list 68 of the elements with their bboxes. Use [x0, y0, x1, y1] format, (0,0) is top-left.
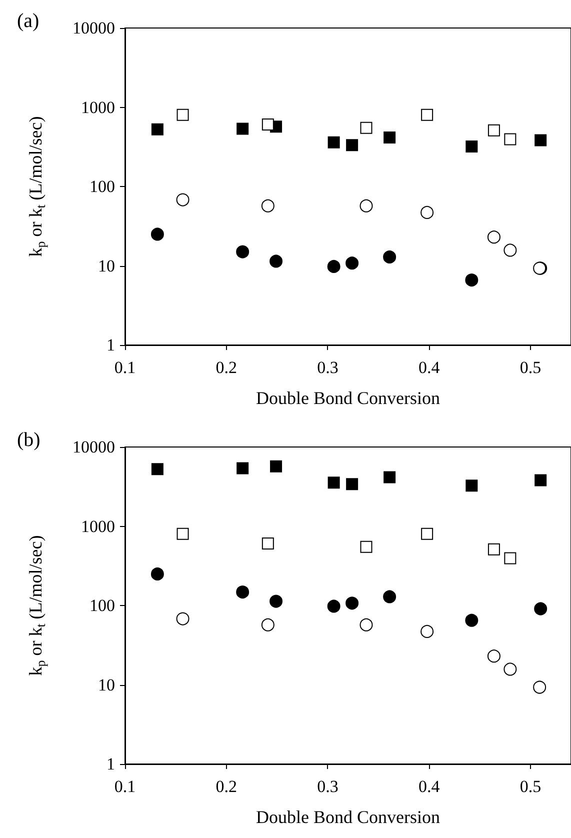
point — [488, 543, 500, 556]
y-tick-label: 1000 — [81, 98, 115, 117]
point — [176, 528, 189, 540]
point — [504, 133, 516, 146]
point — [236, 586, 250, 599]
point — [151, 123, 164, 136]
point — [236, 462, 249, 474]
chart-title: (b) — [17, 429, 40, 451]
point — [360, 540, 372, 553]
point — [270, 254, 283, 268]
x-tick-label: 0.4 — [418, 358, 440, 377]
point — [236, 245, 250, 258]
point — [150, 567, 164, 580]
point — [270, 594, 283, 608]
point — [346, 139, 358, 152]
y-axis-title: kp or kt (L/mol/sec) — [26, 535, 48, 676]
point — [346, 256, 359, 270]
point — [466, 140, 478, 152]
x-tick-label: 0.2 — [216, 777, 237, 796]
point — [465, 614, 478, 627]
x-tick-label: 0.4 — [418, 777, 440, 796]
point — [327, 600, 340, 613]
point — [346, 478, 358, 490]
y-tick-label: 1000 — [81, 516, 115, 536]
y-tick-label: 100 — [90, 177, 115, 196]
x-tick-label: 0.5 — [520, 358, 542, 377]
point — [236, 122, 249, 135]
point — [383, 590, 396, 604]
point — [534, 474, 547, 486]
point — [384, 132, 396, 144]
point — [346, 596, 359, 610]
x-axis-title: Double Bond Conversion — [256, 388, 440, 408]
point — [534, 134, 547, 146]
point — [488, 124, 500, 136]
chart-title: (a) — [17, 10, 40, 32]
y-tick-label: 10 — [98, 675, 115, 694]
y-tick-label: 1 — [106, 336, 115, 354]
y-axis-title: kp or kt (L/mol/sec) — [26, 116, 48, 257]
point — [328, 476, 340, 489]
x-tick-label: 0.1 — [114, 358, 136, 377]
point — [328, 136, 340, 148]
y-tick-label: 1 — [106, 754, 115, 774]
x-tick-label: 0.3 — [317, 358, 338, 377]
point — [504, 552, 516, 564]
y-tick-label: 10000 — [72, 18, 115, 38]
x-tick-label: 0.2 — [216, 358, 237, 377]
y-tick-label: 100 — [90, 596, 115, 615]
x-axis-title: Double Bond Conversion — [256, 807, 440, 827]
point — [360, 122, 372, 134]
point — [150, 228, 164, 241]
point — [384, 471, 396, 484]
point — [421, 108, 434, 121]
x-tick-label: 0.1 — [114, 777, 136, 796]
y-tick-label: 10 — [98, 256, 115, 276]
point — [270, 460, 282, 472]
point — [383, 250, 396, 264]
point — [262, 538, 274, 550]
point — [262, 118, 274, 131]
point — [176, 108, 189, 121]
point — [151, 463, 164, 476]
point — [534, 602, 548, 616]
point — [421, 528, 434, 540]
point — [327, 260, 340, 273]
point — [466, 480, 478, 492]
x-tick-label: 0.5 — [520, 777, 542, 796]
y-tick-label: 10000 — [72, 438, 115, 456]
point — [465, 274, 478, 287]
x-tick-label: 0.3 — [317, 777, 338, 796]
